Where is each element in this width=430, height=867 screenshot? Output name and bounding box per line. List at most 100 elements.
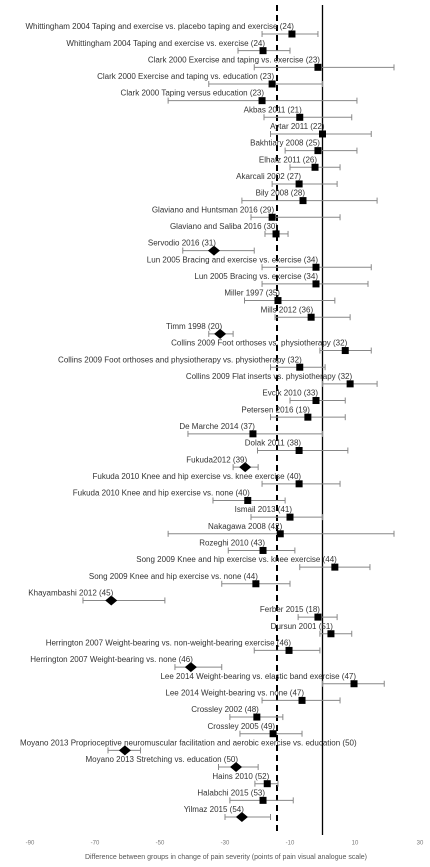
square-marker — [314, 147, 322, 155]
square-marker — [295, 447, 303, 454]
square-marker — [314, 63, 322, 71]
square-marker — [331, 563, 339, 571]
square-marker — [319, 130, 326, 138]
square-marker — [341, 347, 349, 355]
study-label: Fukuda 2010 Knee and hip exercise vs. no… — [73, 489, 250, 498]
study-label: Bakhtiary 2008 (25) — [250, 139, 320, 148]
square-marker — [295, 480, 303, 488]
diamond-marker — [235, 812, 248, 823]
study-label: Yilmaz 2015 (54) — [184, 805, 245, 814]
study-label: Ismail 2013 (41) — [235, 505, 293, 514]
study-label: Elhafz 2011 (26) — [259, 155, 317, 164]
study-label: Lee 2014 Weight-bearing vs. none (47) — [165, 689, 304, 698]
square-marker — [312, 280, 320, 288]
x-tick-label: -10 — [286, 841, 295, 847]
square-marker — [268, 213, 276, 221]
square-marker — [296, 113, 304, 121]
square-marker — [312, 263, 320, 271]
study-label: Glaviano and Huntsman 2016 (29) — [152, 205, 275, 214]
x-tick-label: -70 — [91, 841, 100, 847]
study-label: Hains 2010 (52) — [212, 772, 269, 781]
study-label: Petersen 2016 (19) — [241, 405, 310, 414]
study-label: Lun 2005 Bracing and exercise vs. exerci… — [147, 255, 319, 264]
diamond-marker — [105, 595, 118, 606]
study-label: Collins 2009 Flat inserts vs. physiother… — [186, 372, 353, 381]
square-marker — [252, 580, 260, 588]
study-label: Crossley 2002 (48) — [191, 705, 259, 714]
study-label: Moyano 2013 Proprioceptive neuromuscular… — [20, 738, 357, 747]
square-marker — [259, 546, 267, 554]
study-label: Fukuda2012 (39) — [186, 455, 247, 464]
study-label: Mills 2012 (36) — [261, 305, 314, 314]
study-label: De Marche 2014 (37) — [179, 422, 255, 431]
square-marker — [346, 380, 354, 388]
x-tick-label: 10 — [352, 841, 359, 847]
square-marker — [311, 163, 319, 171]
study-label: Song 2009 Knee and hip exercise vs. none… — [89, 572, 258, 581]
x-tick-label: -30 — [221, 841, 230, 847]
x-axis-label: Difference between groups in change of p… — [85, 854, 367, 861]
study-label: Nakagawa 2008 (42) — [208, 522, 283, 531]
study-label: Halabchi 2015 (53) — [197, 788, 265, 797]
square-marker — [272, 230, 280, 238]
study-label: Collins 2009 Foot orthoses and physiothe… — [58, 355, 302, 364]
study-label: Herrington 2007 Weight-bearing vs. non-w… — [46, 639, 292, 648]
study-label: Clark 2000 Taping versus education (23) — [121, 89, 265, 98]
study-label: Servodio 2016 (31) — [148, 239, 216, 248]
square-marker — [259, 47, 267, 55]
square-marker — [286, 513, 294, 521]
square-marker — [285, 646, 293, 654]
study-label: Herrington 2007 Weight-bearing vs. none … — [30, 655, 193, 664]
diamond-marker — [118, 745, 131, 756]
study-label: Lun 2005 Bracing vs. exercise (34) — [194, 272, 318, 281]
diamond-marker — [207, 245, 220, 256]
square-marker — [288, 30, 296, 38]
study-label: Dursun 2001 (51) — [271, 622, 334, 631]
study-label: Akbas 2011 (21) — [244, 105, 302, 114]
study-label: Dolak 2011 (38) — [245, 439, 302, 448]
square-marker — [276, 530, 284, 538]
square-marker — [259, 796, 267, 804]
study-label: Whittingham 2004 Taping and exercise vs.… — [66, 39, 265, 48]
study-label: Crossley 2005 (49) — [208, 722, 276, 731]
study-label: Collins 2009 Foot orthoses vs. physiothe… — [171, 339, 347, 348]
square-marker — [269, 730, 277, 738]
square-marker — [299, 197, 307, 205]
x-tick-label: 30 — [417, 841, 424, 847]
square-marker — [274, 297, 282, 305]
study-label: Clark 2000 Exercise and taping vs. educa… — [97, 72, 274, 81]
study-label: Moyano 2013 Stretching vs. education (50… — [86, 755, 239, 764]
square-marker — [268, 80, 276, 88]
x-tick-label: -90 — [26, 841, 35, 847]
diamond-marker — [184, 662, 197, 673]
square-marker — [307, 313, 315, 321]
study-label: Evcik 2010 (33) — [262, 389, 318, 398]
study-label: Lee 2014 Weight-bearing vs. elastic band… — [160, 672, 356, 681]
study-label: Aytar 2011 (22) — [270, 122, 325, 131]
square-marker — [263, 780, 271, 788]
study-label: Miller 1997 (35) — [224, 289, 280, 298]
study-label: Ferber 2015 (18) — [260, 605, 320, 614]
diamond-marker — [230, 762, 243, 773]
study-label: Song 2009 Knee and hip exercise vs. knee… — [136, 555, 337, 564]
diamond-marker — [239, 462, 252, 473]
square-marker — [258, 97, 266, 105]
study-label: Khayambashi 2012 (45) — [28, 589, 113, 598]
square-marker — [312, 397, 320, 405]
square-marker — [304, 413, 312, 421]
square-marker — [296, 363, 304, 371]
study-label: Whittingham 2004 Taping and exercise vs.… — [25, 22, 294, 31]
study-label: Timm 1998 (20) — [166, 322, 223, 331]
square-marker — [314, 613, 322, 621]
square-marker — [295, 180, 303, 188]
study-label: Fukuda 2010 Knee and hip exercise vs. kn… — [93, 472, 302, 481]
square-marker — [350, 680, 358, 688]
study-label: Clark 2000 Exercise and taping vs. exerc… — [148, 55, 320, 64]
square-marker — [253, 713, 261, 721]
study-label: Bily 2008 (28) — [256, 189, 306, 198]
x-tick-label: -50 — [156, 841, 165, 847]
square-marker — [249, 430, 257, 438]
diamond-marker — [214, 328, 227, 339]
study-label: Glaviano and Saliba 2016 (30) — [170, 222, 278, 231]
